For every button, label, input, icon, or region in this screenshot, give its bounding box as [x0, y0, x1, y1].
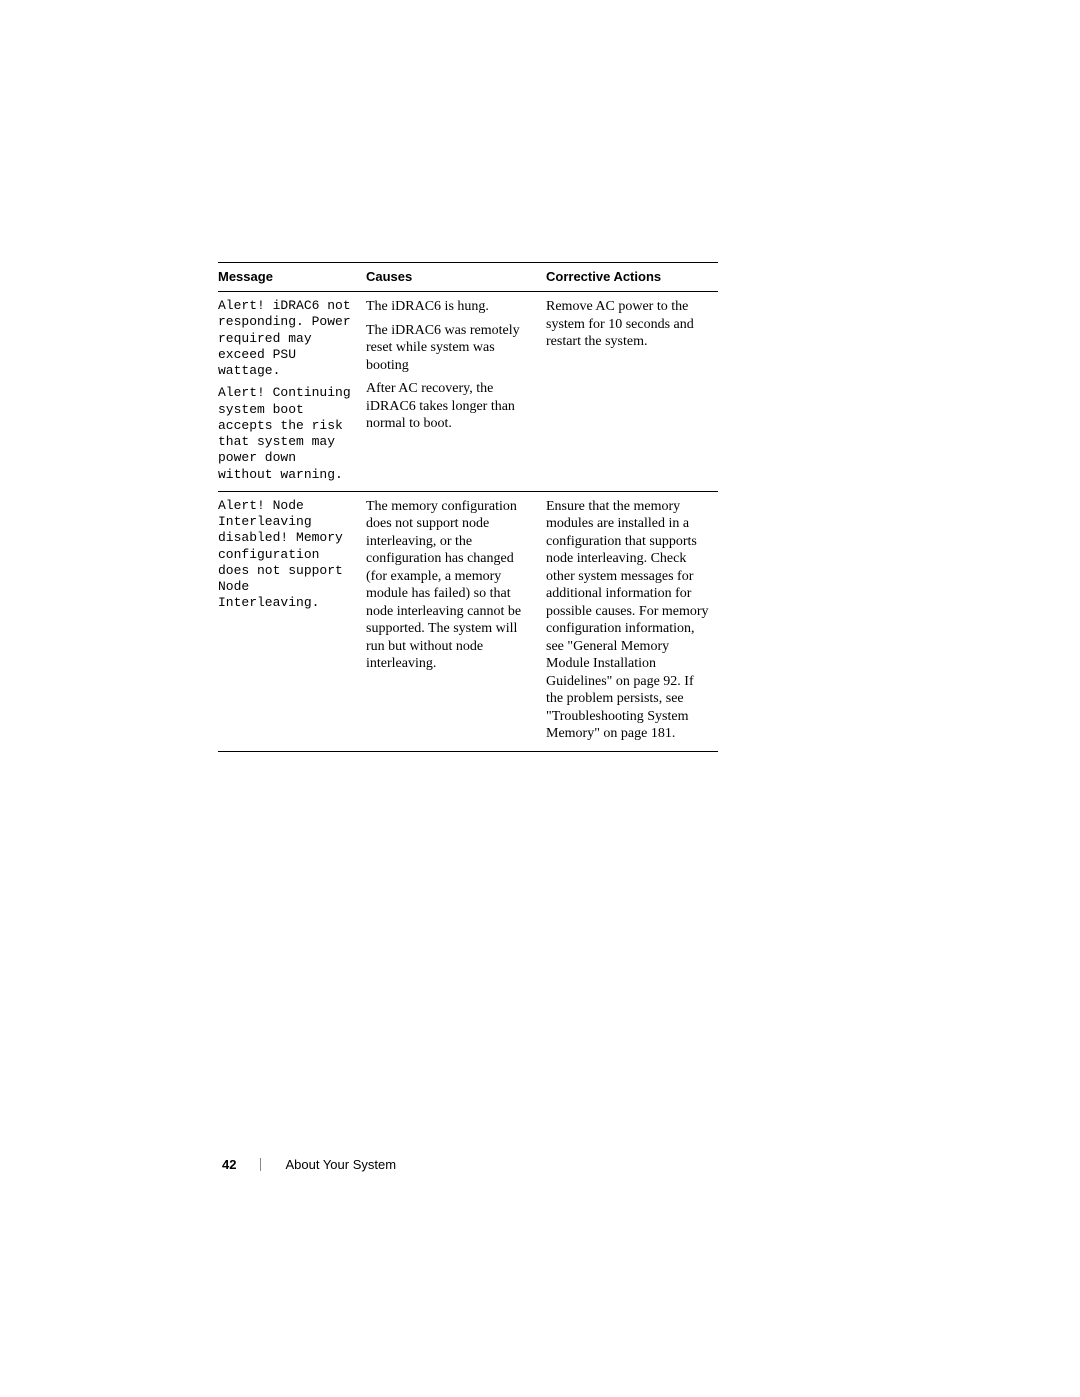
message-text: Alert! Continuing system boot accepts th… [218, 385, 366, 483]
cause-text: After AC recovery, the iDRAC6 takes long… [366, 380, 546, 433]
table-row: Alert! iDRAC6 not responding. Power requ… [218, 292, 718, 492]
table-container: Message Causes Corrective Actions Alert!… [218, 262, 718, 752]
header-causes: Causes [366, 269, 412, 284]
header-actions: Corrective Actions [546, 269, 661, 284]
action-text: Ensure that the memory modules are insta… [546, 498, 718, 743]
message-text: Alert! iDRAC6 not responding. Power requ… [218, 298, 366, 379]
cause-text: The memory configuration does not suppor… [366, 498, 546, 673]
page-footer: 42 About Your System [222, 1157, 396, 1172]
table-row: Alert! Node Interleaving disabled! Memor… [218, 492, 718, 752]
cause-text: The iDRAC6 is hung. [366, 298, 546, 316]
header-message: Message [218, 269, 273, 284]
cause-text: The iDRAC6 was remotely reset while syst… [366, 322, 546, 375]
message-text: Alert! Node Interleaving disabled! Memor… [218, 498, 366, 612]
footer-section: About Your System [285, 1157, 396, 1172]
footer-divider [260, 1158, 261, 1171]
page-number: 42 [222, 1157, 236, 1172]
table-header-row: Message Causes Corrective Actions [218, 262, 718, 292]
action-text: Remove AC power to the system for 10 sec… [546, 298, 718, 351]
